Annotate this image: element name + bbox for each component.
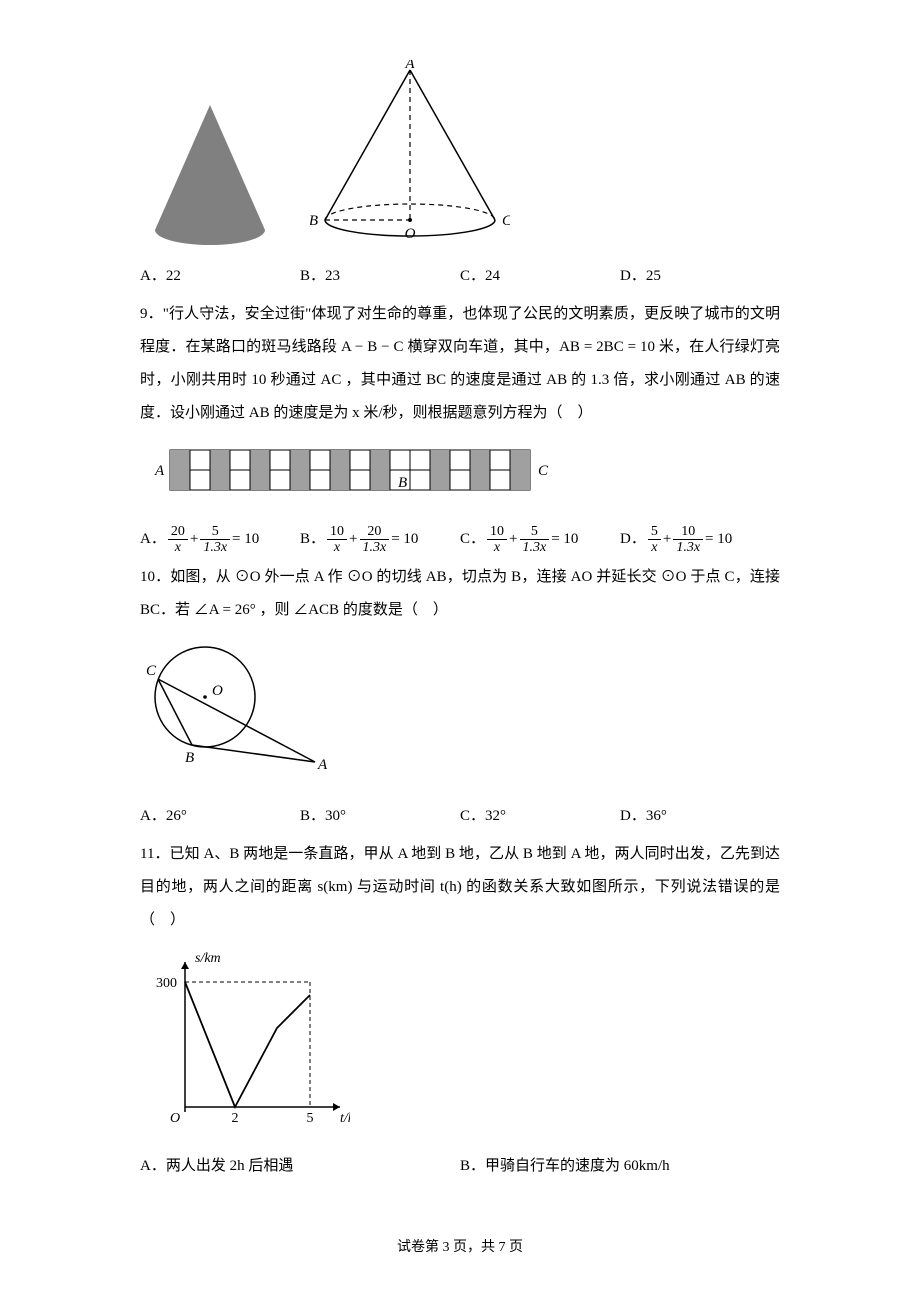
q9-option-B: B． 10x + 201.3x = 10 [300,523,460,556]
q11-option-B: B．甲骑自行车的速度为 60km/h [460,1150,780,1183]
crosswalk-label-C: C [538,463,549,479]
q8-option-B: B．23 [300,260,460,293]
q10-option-D: D．36° [620,800,780,833]
q11-text: 11．已知 A、B 两地是一条直路，甲从 A 地到 B 地，乙从 B 地到 A … [140,838,780,937]
filled-cone-figure [140,100,280,250]
q9-option-D: D． 5x + 101.3x = 10 [620,523,780,556]
q10-option-B: B．30° [300,800,460,833]
q9-option-C: C． 10x + 51.3x = 10 [460,523,620,556]
q8-option-A: A．22 [140,260,300,293]
chart-origin: O [170,1111,180,1126]
chart-xtick-5: 5 [307,1111,314,1126]
cone-label-B: B [310,213,318,229]
q10-label-B: B [185,750,194,766]
q8-figures: A B C O [140,60,780,250]
q10-label-O: O [212,683,223,699]
chart-xlabel: t/h [340,1111,350,1126]
cone-label-C: C [502,213,510,229]
q10-option-A: A．26° [140,800,300,833]
q10-text: 10．如图，从 ⊙O 外一点 A 作 ⊙O 的切线 AB，切点为 B，连接 AO… [140,561,780,627]
q10-figure: A B C O [140,637,780,790]
q11-chart: 300 2 5 O s/km t/h [140,947,780,1140]
q9-text: 9．"行人守法，安全过街"体现了对生命的尊重，也体现了公民的文明素质，更反映了城… [140,298,780,430]
q9-options: A． 20x + 51.3x = 10 B． 10x + 201.3x = 10… [140,523,780,556]
q8-option-C: C．24 [460,260,620,293]
q11-option-A: A．两人出发 2h 后相遇 [140,1150,460,1183]
q9-option-A: A． 20x + 51.3x = 10 [140,523,300,556]
chart-ylabel: s/km [195,951,221,966]
page-footer: 试卷第 3 页，共 7 页 [140,1233,780,1264]
crosswalk-label-A: A [154,463,165,479]
q9-crosswalk-figure: A B C [140,440,780,513]
chart-xtick-2: 2 [232,1111,239,1126]
wireframe-cone-figure: A B C O [310,60,510,250]
q8-option-D: D．25 [620,260,780,293]
cone-label-A: A [404,60,415,72]
q11-options: A．两人出发 2h 后相遇 B．甲骑自行车的速度为 60km/h [140,1150,780,1183]
cone-label-O: O [405,226,416,242]
q10-label-A: A [317,757,328,773]
q10-options: A．26° B．30° C．32° D．36° [140,800,780,833]
chart-ytick-300: 300 [156,976,177,991]
q10-option-C: C．32° [460,800,620,833]
q8-options: A．22 B．23 C．24 D．25 [140,260,780,293]
q10-label-C: C [146,663,157,679]
crosswalk-label-B: B [398,475,407,491]
